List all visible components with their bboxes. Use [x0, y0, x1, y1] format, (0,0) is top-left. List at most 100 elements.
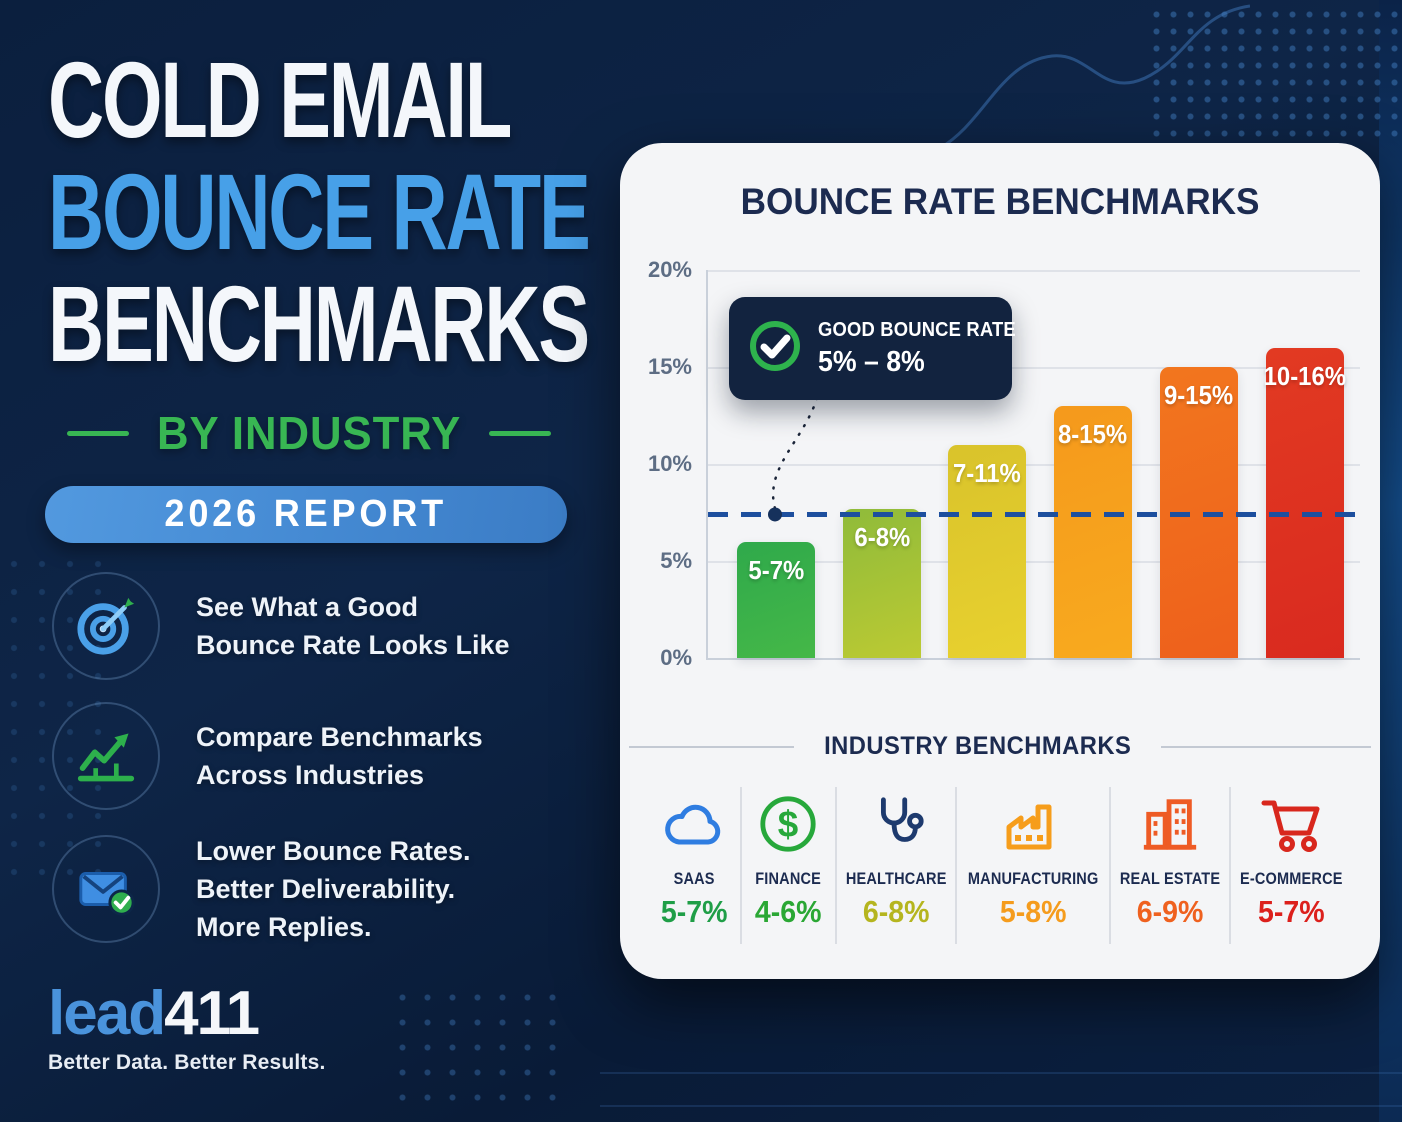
industry-healthcare: HEALTHCARE 6-8%	[834, 787, 955, 944]
industry-name: REAL ESTATE	[1120, 870, 1221, 888]
bullet-line: More Replies.	[196, 912, 372, 942]
factory-icon	[959, 793, 1107, 855]
industry-value: 5-8%	[999, 894, 1067, 929]
bullet-line: Better Deliverability.	[196, 874, 456, 904]
heading-rule-left	[628, 745, 794, 748]
industry-value: 6-8%	[862, 894, 930, 929]
industry-finance: $ FINANCE 4-6%	[740, 787, 834, 944]
subtitle: BY INDUSTRY	[156, 407, 462, 459]
y-tick-label: 15%	[647, 354, 692, 379]
bar-value-label: 8-15%	[1058, 418, 1128, 449]
bullet-good-bounce-rate: See What a Good Bounce Rate Looks Like	[52, 572, 510, 680]
y-tick-label: 0%	[660, 645, 692, 670]
chart-bar-finance: 6-8%	[843, 508, 921, 658]
y-tick-label: 10%	[647, 451, 692, 476]
dot-pattern-top-right	[1148, 6, 1402, 142]
dollar-circle-icon: $	[744, 793, 832, 855]
right-edge-band	[1379, 0, 1402, 1122]
industry-heading: INDUSTRY BENCHMARKS	[823, 732, 1132, 760]
chart-bar-manufacturing: 8-15%	[1054, 405, 1132, 658]
bullet-text: Compare Benchmarks Across Industries	[196, 718, 483, 794]
industry-ecommerce: E-COMMERCE 5-7%	[1229, 787, 1352, 944]
title-line-2: BOUNCE RATE	[48, 151, 591, 272]
industry-heading-row: INDUSTRY BENCHMARKS	[620, 732, 1380, 761]
chart-title: BOUNCE RATE BENCHMARKS	[740, 181, 1260, 222]
gridline	[708, 464, 1360, 466]
gridline	[708, 367, 1360, 369]
poster-title: COLD EMAIL BOUNCE RATE BENCHMARKS	[48, 44, 799, 380]
bullet-text: See What a Good Bounce Rate Looks Like	[196, 588, 510, 664]
lead411-logo: lead411 Better Data. Better Results.	[48, 982, 326, 1075]
bullet-text: Lower Bounce Rates. Better Deliverabilit…	[196, 832, 471, 946]
logo-tagline: Better Data. Better Results.	[48, 1051, 326, 1074]
bar-value-label: 7-11%	[953, 457, 1021, 488]
email-check-icon	[52, 835, 160, 943]
industry-name: MANUFACTURING	[967, 870, 1099, 888]
bullet-line: See What a Good	[196, 592, 419, 622]
decor-line	[600, 1072, 1402, 1074]
bullet-line: Compare Benchmarks	[196, 722, 483, 752]
industry-grid: SAAS 5-7% $ FINANCE 4-6%	[620, 787, 1380, 944]
growth-chart-icon	[52, 702, 160, 810]
buildings-icon	[1113, 793, 1227, 855]
bar-value-label: 9-15%	[1164, 380, 1234, 410]
dot-pattern-bottom	[390, 985, 568, 1117]
chart: 20% 15% 10% 5% 0% 5-7% 6-8% 7-11% 8-15% 9-15% 10-…	[620, 257, 1380, 670]
callout-range: 5% – 8%	[818, 345, 925, 378]
industry-name: FINANCE	[755, 870, 822, 888]
industry-saas: SAAS 5-7%	[648, 787, 740, 944]
bar-value-label: 10-16%	[1263, 360, 1347, 391]
industry-name: E-COMMERCE	[1240, 870, 1344, 888]
industry-value: 6-9%	[1137, 894, 1204, 929]
chart-bar-saas: 5-7%	[737, 541, 815, 658]
logo-411: 411	[164, 979, 260, 1048]
report-badge-label: 2026 REPORT	[164, 493, 448, 535]
title-line-1: COLD EMAIL	[48, 39, 512, 160]
heading-rule-right	[1161, 745, 1372, 748]
cart-icon	[1233, 793, 1350, 855]
logo-wordmark: lead411	[48, 982, 326, 1046]
report-badge: 2026 REPORT	[45, 486, 567, 543]
industry-benchmarks-section: INDUSTRY BENCHMARKS SAAS 5-7%	[620, 732, 1380, 944]
industry-value: 4-6%	[755, 894, 822, 929]
logo-lead: lead	[48, 979, 166, 1048]
industry-name: HEALTHCARE	[845, 870, 947, 888]
bar-value-label: 6-8%	[854, 521, 910, 552]
chart-bar-healthcare: 7-11%	[948, 444, 1026, 658]
cloud-icon	[650, 793, 738, 855]
decor-line	[600, 1105, 1402, 1107]
chart-bar-e-commerce: 10-16%	[1263, 347, 1347, 658]
y-tick-label: 20%	[647, 257, 692, 282]
gridline	[708, 270, 1360, 272]
subtitle-row: BY INDUSTRY	[48, 406, 570, 460]
benchmarks-card: BOUNCE RATE BENCHMARKS 20% 15% 10% 5% 0% 5-7…	[620, 143, 1380, 979]
callout-title: GOOD BOUNCE RATE	[818, 318, 1016, 341]
target-icon	[52, 572, 160, 680]
y-tick-label: 5%	[660, 548, 692, 573]
bullet-list: See What a Good Bounce Rate Looks Like C…	[52, 572, 510, 946]
bullet-lower-bounce: Lower Bounce Rates. Better Deliverabilit…	[52, 832, 510, 946]
good-bounce-callout: GOOD BOUNCE RATE 5% – 8%	[729, 297, 1016, 400]
good-line-dot	[768, 507, 782, 522]
chart-bar-real-estate: 9-15%	[1160, 367, 1238, 658]
industry-real-estate: REAL ESTATE 6-9%	[1109, 787, 1229, 944]
callout-texts: GOOD BOUNCE RATE 5% – 8%	[818, 319, 1033, 379]
check-circle-icon	[747, 318, 803, 379]
svg-text:$: $	[778, 804, 798, 845]
bullet-line: Lower Bounce Rates.	[196, 836, 471, 866]
industry-value: 5-7%	[660, 894, 728, 929]
bullet-line: Across Industries	[196, 760, 425, 790]
subtitle-dash-right	[489, 430, 552, 436]
industry-manufacturing: MANUFACTURING 5-8%	[955, 787, 1109, 944]
industry-name: SAAS	[673, 870, 715, 888]
gridline	[708, 561, 1360, 563]
bar-value-label: 5-7%	[748, 554, 804, 585]
title-line-3: BENCHMARKS	[48, 263, 590, 384]
industry-value: 5-7%	[1258, 894, 1325, 929]
callout-connector	[772, 396, 819, 510]
bullet-line: Bounce Rate Looks Like	[196, 630, 510, 660]
bullet-compare-benchmarks: Compare Benchmarks Across Industries	[52, 702, 510, 810]
plot-area: 5-7% 6-8% 7-11% 8-15% 9-15% 10-16% GOOD BOUNC…	[706, 270, 1360, 660]
stethoscope-icon	[839, 793, 953, 855]
